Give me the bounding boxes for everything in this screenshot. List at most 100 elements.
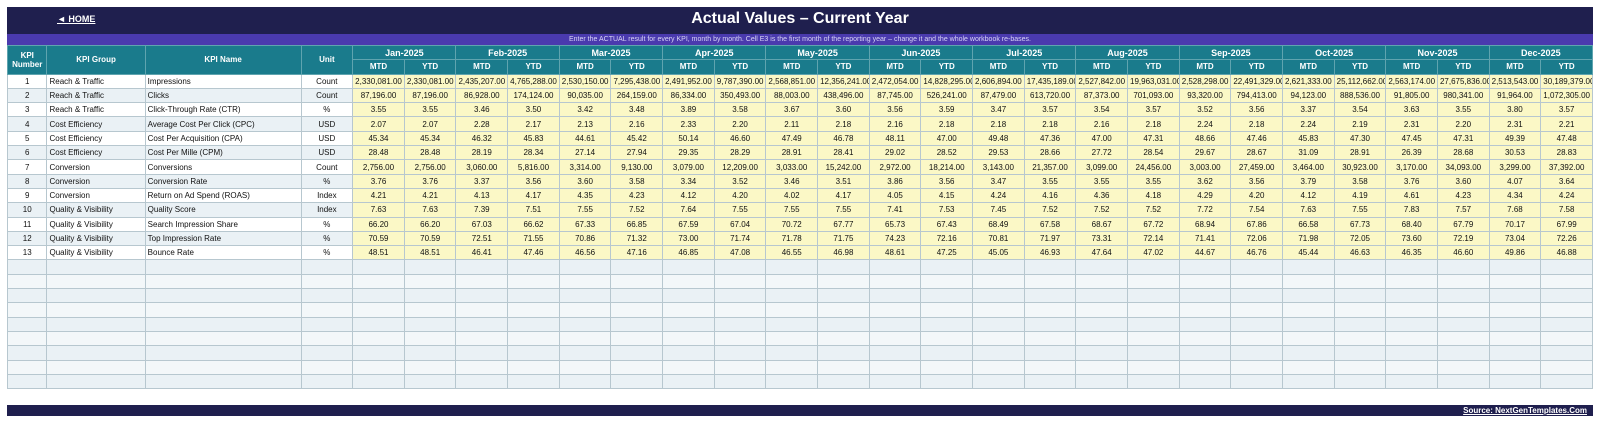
mtd-value-cell[interactable]: 3.79 (1282, 173, 1335, 189)
empty-cell[interactable] (1230, 316, 1283, 332)
empty-cell[interactable] (1230, 359, 1283, 375)
empty-cell[interactable] (1488, 302, 1542, 318)
ytd-value-cell[interactable]: 4.19 (1333, 187, 1387, 204)
ytd-value-cell[interactable]: 46.88 (1540, 245, 1593, 261)
ytd-value-cell[interactable]: 72.26 (1540, 230, 1593, 247)
ytd-value-cell[interactable]: 3.56 (507, 173, 560, 189)
empty-cell[interactable] (507, 345, 560, 361)
empty-cell[interactable] (1385, 330, 1438, 347)
ytd-value-cell[interactable]: 174,124.00 (507, 87, 560, 104)
mtd-value-cell[interactable]: 4.24 (972, 187, 1025, 204)
empty-cell[interactable] (1333, 259, 1387, 275)
ytd-value-cell[interactable]: 3.55 (1023, 173, 1077, 189)
mtd-value-cell[interactable]: 2.13 (558, 116, 612, 132)
ytd-value-cell[interactable]: 27,459.00 (1230, 159, 1283, 175)
mtd-value-cell[interactable]: 2.31 (1385, 116, 1438, 132)
ytd-value-cell[interactable]: 701,093.00 (1127, 87, 1180, 104)
mtd-value-cell[interactable]: 3.56 (868, 102, 922, 118)
ytd-value-cell[interactable]: 67.99 (1540, 216, 1593, 232)
mtd-value-cell[interactable]: 87,479.00 (972, 87, 1025, 104)
mtd-value-cell[interactable]: 2,330,081.00 (352, 73, 405, 89)
empty-cell[interactable] (144, 345, 302, 361)
mtd-value-cell[interactable]: 4.34 (1488, 187, 1542, 204)
empty-cell[interactable] (713, 259, 767, 275)
empty-cell[interactable] (610, 359, 664, 375)
mtd-value-cell[interactable]: 46.56 (558, 245, 612, 261)
mtd-value-cell[interactable]: 46.55 (765, 245, 819, 261)
empty-cell[interactable] (1230, 273, 1283, 290)
empty-cell[interactable] (920, 373, 974, 390)
mtd-value-cell[interactable]: 48.11 (868, 130, 922, 147)
mtd-value-cell[interactable]: 3.63 (1385, 102, 1438, 118)
mtd-value-cell[interactable]: 4.13 (455, 187, 509, 204)
ytd-value-cell[interactable]: 7.55 (1333, 202, 1387, 218)
mtd-value-cell[interactable]: 3.80 (1488, 102, 1542, 118)
mtd-value-cell[interactable]: 27.14 (558, 145, 612, 161)
ytd-value-cell[interactable]: 72.06 (1230, 230, 1283, 247)
mtd-value-cell[interactable]: 7.63 (352, 202, 405, 218)
mtd-value-cell[interactable]: 7.72 (1178, 202, 1232, 218)
empty-cell[interactable] (46, 359, 146, 375)
empty-cell[interactable] (920, 273, 974, 290)
empty-cell[interactable] (610, 345, 664, 361)
mtd-value-cell[interactable]: 2,527,842.00 (1075, 73, 1129, 89)
empty-cell[interactable] (1436, 359, 1490, 375)
ytd-value-cell[interactable]: 47.08 (713, 245, 767, 261)
mtd-value-cell[interactable]: 47.45 (1385, 130, 1438, 147)
empty-cell[interactable] (300, 273, 354, 290)
empty-cell[interactable] (1178, 316, 1232, 332)
mtd-value-cell[interactable]: 45.83 (1282, 130, 1335, 147)
mtd-value-cell[interactable]: 68.40 (1385, 216, 1438, 232)
mtd-value-cell[interactable]: 90,035.00 (558, 87, 612, 104)
mtd-value-cell[interactable]: 4.12 (1282, 187, 1335, 204)
empty-cell[interactable] (610, 288, 664, 304)
mtd-value-cell[interactable]: 3.67 (765, 102, 819, 118)
empty-cell[interactable] (972, 288, 1025, 304)
ytd-value-cell[interactable]: 7,295,438.00 (610, 73, 664, 89)
empty-cell[interactable] (817, 288, 870, 304)
empty-cell[interactable] (1540, 302, 1593, 318)
empty-cell[interactable] (972, 345, 1025, 361)
empty-cell[interactable] (507, 316, 560, 332)
empty-cell[interactable] (1282, 359, 1335, 375)
mtd-value-cell[interactable]: 46.35 (1385, 245, 1438, 261)
empty-cell[interactable] (1488, 288, 1542, 304)
empty-cell[interactable] (765, 345, 819, 361)
empty-cell[interactable] (868, 302, 922, 318)
ytd-value-cell[interactable]: 67.86 (1230, 216, 1283, 232)
empty-cell[interactable] (144, 359, 302, 375)
ytd-value-cell[interactable]: 2.17 (507, 116, 560, 132)
mtd-value-cell[interactable]: 2.33 (662, 116, 715, 132)
mtd-value-cell[interactable]: 4.36 (1075, 187, 1129, 204)
empty-cell[interactable] (1540, 259, 1593, 275)
empty-cell[interactable] (1385, 259, 1438, 275)
empty-cell[interactable] (1075, 330, 1129, 347)
empty-cell[interactable] (1127, 288, 1180, 304)
mtd-value-cell[interactable]: 3.47 (972, 173, 1025, 189)
empty-cell[interactable] (6, 330, 48, 347)
empty-cell[interactable] (1178, 330, 1232, 347)
ytd-value-cell[interactable]: 37,392.00 (1540, 159, 1593, 175)
empty-cell[interactable] (713, 359, 767, 375)
empty-cell[interactable] (662, 259, 715, 275)
empty-cell[interactable] (46, 316, 146, 332)
ytd-value-cell[interactable]: 72.19 (1436, 230, 1490, 247)
mtd-value-cell[interactable]: 67.33 (558, 216, 612, 232)
ytd-value-cell[interactable]: 30,189,379.00 (1540, 73, 1593, 89)
ytd-value-cell[interactable]: 3.52 (713, 173, 767, 189)
empty-cell[interactable] (1488, 273, 1542, 290)
empty-cell[interactable] (1230, 373, 1283, 390)
empty-cell[interactable] (1023, 273, 1077, 290)
empty-cell[interactable] (662, 345, 715, 361)
empty-cell[interactable] (662, 373, 715, 390)
ytd-value-cell[interactable]: 3.57 (1127, 102, 1180, 118)
ytd-value-cell[interactable]: 67.79 (1436, 216, 1490, 232)
empty-cell[interactable] (300, 288, 354, 304)
ytd-value-cell[interactable]: 28.34 (507, 145, 560, 161)
empty-cell[interactable] (1178, 273, 1232, 290)
empty-cell[interactable] (1488, 373, 1542, 390)
empty-cell[interactable] (1127, 359, 1180, 375)
ytd-value-cell[interactable]: 46.98 (817, 245, 870, 261)
mtd-value-cell[interactable]: 7.55 (765, 202, 819, 218)
mtd-value-cell[interactable]: 28.91 (765, 145, 819, 161)
